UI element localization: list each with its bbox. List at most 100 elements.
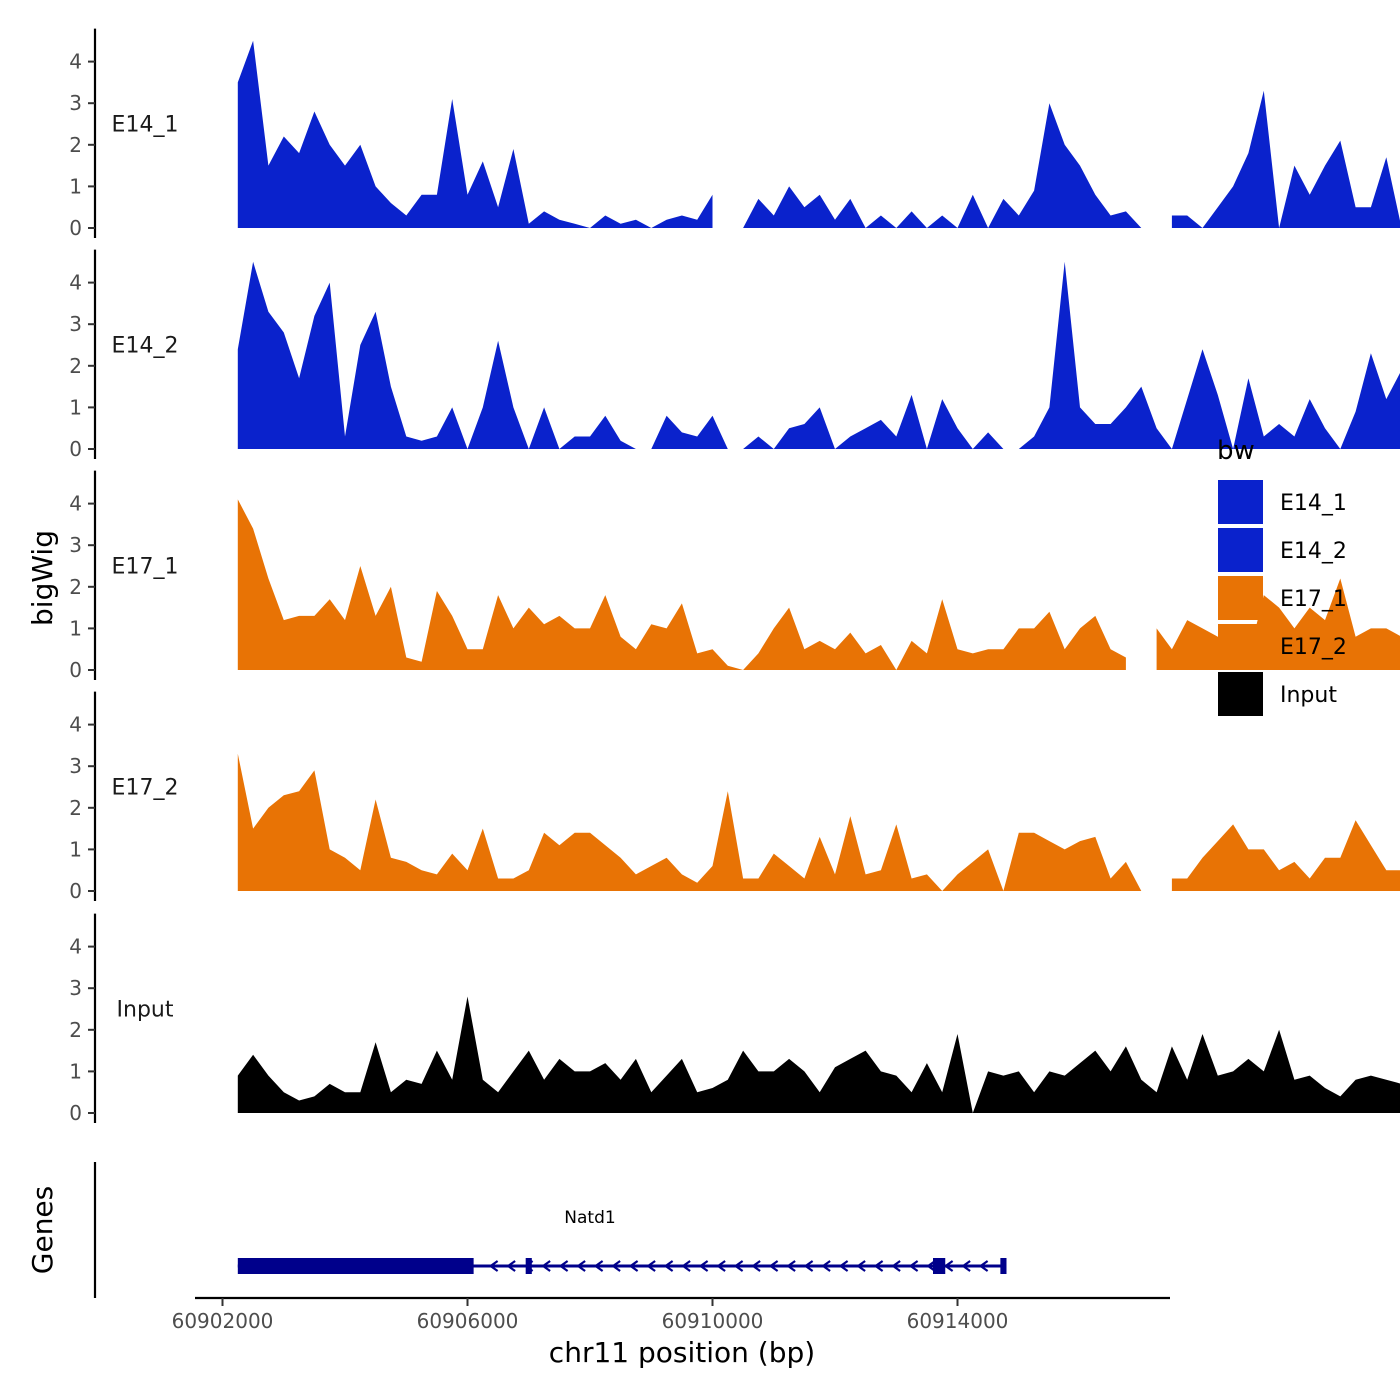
strand-arrow bbox=[926, 1260, 936, 1272]
gene-exon bbox=[933, 1258, 946, 1274]
strand-arrow bbox=[768, 1260, 779, 1272]
track-label: E14_2 bbox=[112, 333, 179, 358]
y-tick-label: 2 bbox=[69, 354, 82, 378]
tracks: 0 1 2 3 4 E14_1 0 1 2 3 4 E14_2 0 1 2 3 4 E17_1 0 1 2 3 4 E17_2… bbox=[69, 28, 1400, 1125]
x-axis-title: chr11 position (bp) bbox=[549, 1336, 815, 1369]
coverage-area-e17_1 bbox=[237, 499, 1126, 670]
strand-arrow bbox=[961, 1260, 971, 1272]
strand-arrow bbox=[786, 1260, 796, 1272]
strand-arrow bbox=[506, 1260, 516, 1272]
track-input: 0 1 2 3 4 Input bbox=[69, 913, 1400, 1125]
strand-arrow bbox=[821, 1260, 831, 1272]
strand-arrow bbox=[541, 1260, 551, 1272]
strand-arrow bbox=[733, 1260, 744, 1272]
y-tick-label: 0 bbox=[69, 1101, 82, 1125]
y-tick-label: 4 bbox=[69, 50, 82, 74]
y-tick-label: 2 bbox=[69, 796, 82, 820]
legend: bw E14_1 E14_2 E17_1 E17_2 Input bbox=[1217, 436, 1347, 716]
coverage-area-e17_2 bbox=[237, 753, 1142, 891]
coverage-area-e14_1 bbox=[743, 103, 1142, 228]
y-tick-label: 4 bbox=[69, 492, 82, 516]
strand-arrow bbox=[558, 1260, 569, 1272]
legend-key-e14_2 bbox=[1218, 528, 1263, 572]
strand-arrow bbox=[698, 1260, 709, 1272]
track-label: Input bbox=[117, 997, 174, 1022]
legend-label: E17_2 bbox=[1280, 635, 1347, 660]
genes-track-label: Genes bbox=[26, 1186, 59, 1274]
y-tick-label: 3 bbox=[69, 976, 82, 1000]
track-e17_2: 0 1 2 3 4 E17_2 bbox=[69, 691, 1400, 903]
strand-arrow bbox=[891, 1260, 901, 1272]
x-tick-label: 60906000 bbox=[417, 1309, 519, 1333]
legend-label: E14_2 bbox=[1280, 539, 1347, 564]
y-tick-label: 3 bbox=[69, 91, 82, 115]
gene-exon bbox=[1000, 1258, 1007, 1274]
track-label: E17_1 bbox=[112, 554, 179, 579]
strand-arrow bbox=[646, 1260, 656, 1272]
track-e14_2: 0 1 2 3 4 E14_2 bbox=[69, 249, 1400, 461]
legend-title: bw bbox=[1217, 436, 1255, 466]
track-label: E14_1 bbox=[112, 112, 179, 137]
x-tick-label: 60910000 bbox=[662, 1309, 764, 1333]
strand-arrow bbox=[488, 1260, 499, 1272]
y-tick-label: 3 bbox=[69, 312, 82, 336]
track-e17_1: 0 1 2 3 4 E17_1 bbox=[69, 470, 1400, 682]
strand-arrow bbox=[628, 1260, 639, 1272]
genes-panel: Genes Natd1 bbox=[26, 1162, 1007, 1298]
legend-key-input bbox=[1218, 672, 1263, 716]
coverage-area-e14_2 bbox=[237, 261, 1400, 449]
strand-arrow bbox=[663, 1260, 674, 1272]
y-tick-label: 1 bbox=[69, 616, 82, 640]
strand-arrow bbox=[943, 1260, 954, 1272]
coverage-area-input bbox=[237, 996, 1400, 1113]
y-tick-label: 0 bbox=[69, 437, 82, 461]
y-tick-label: 0 bbox=[69, 216, 82, 240]
legend-key-e14_1 bbox=[1218, 480, 1263, 524]
gene-model bbox=[237, 1258, 1007, 1274]
strand-arrow bbox=[873, 1260, 884, 1272]
x-tick-label: 60902000 bbox=[172, 1309, 274, 1333]
y-tick-label: 1 bbox=[69, 395, 82, 419]
strand-arrow bbox=[751, 1260, 761, 1272]
strand-arrow bbox=[681, 1260, 691, 1272]
strand-arrow bbox=[978, 1260, 989, 1272]
strand-arrow bbox=[856, 1260, 866, 1272]
track-label: E17_2 bbox=[112, 775, 179, 800]
y-tick-label: 1 bbox=[69, 1059, 82, 1083]
legend-key-e17_2 bbox=[1218, 624, 1263, 668]
legend-label: E17_1 bbox=[1280, 587, 1347, 612]
y-tick-label: 1 bbox=[69, 837, 82, 861]
y-tick-label: 2 bbox=[69, 133, 82, 157]
strand-arrow bbox=[593, 1260, 604, 1272]
x-tick-label: 60914000 bbox=[907, 1309, 1009, 1333]
legend-label: E14_1 bbox=[1280, 491, 1347, 516]
gene-name-label: Natd1 bbox=[564, 1208, 615, 1228]
y-tick-label: 2 bbox=[69, 1018, 82, 1042]
y-tick-label: 4 bbox=[69, 713, 82, 737]
y-tick-label: 0 bbox=[69, 658, 82, 682]
strand-arrow bbox=[803, 1260, 814, 1272]
y-tick-label: 3 bbox=[69, 754, 82, 778]
coverage-area-e14_1 bbox=[237, 40, 713, 228]
strand-arrow bbox=[908, 1260, 919, 1272]
gene-exon bbox=[525, 1258, 532, 1274]
y-tick-label: 4 bbox=[69, 271, 82, 295]
legend-key-e17_1 bbox=[1218, 576, 1263, 620]
y-tick-label: 1 bbox=[69, 174, 82, 198]
strand-arrow bbox=[576, 1260, 586, 1272]
strand-arrow bbox=[838, 1260, 849, 1272]
strand-arrow bbox=[611, 1260, 621, 1272]
strand-arrow bbox=[716, 1260, 726, 1272]
y-tick-label: 2 bbox=[69, 575, 82, 599]
coverage-area-e17_2 bbox=[1171, 820, 1400, 891]
track-e14_1: 0 1 2 3 4 E14_1 bbox=[69, 28, 1400, 240]
gene-exon bbox=[237, 1258, 474, 1274]
y-axis-title: bigWig bbox=[26, 530, 59, 626]
coverage-area-e14_1 bbox=[1171, 90, 1400, 228]
y-tick-label: 3 bbox=[69, 533, 82, 557]
legend-label: Input bbox=[1280, 683, 1337, 708]
y-tick-label: 4 bbox=[69, 935, 82, 959]
x-axis: chr11 position (bp) 60902000 60906000 6091… bbox=[172, 1296, 1170, 1369]
coverage-area-e17_1 bbox=[1156, 578, 1400, 670]
